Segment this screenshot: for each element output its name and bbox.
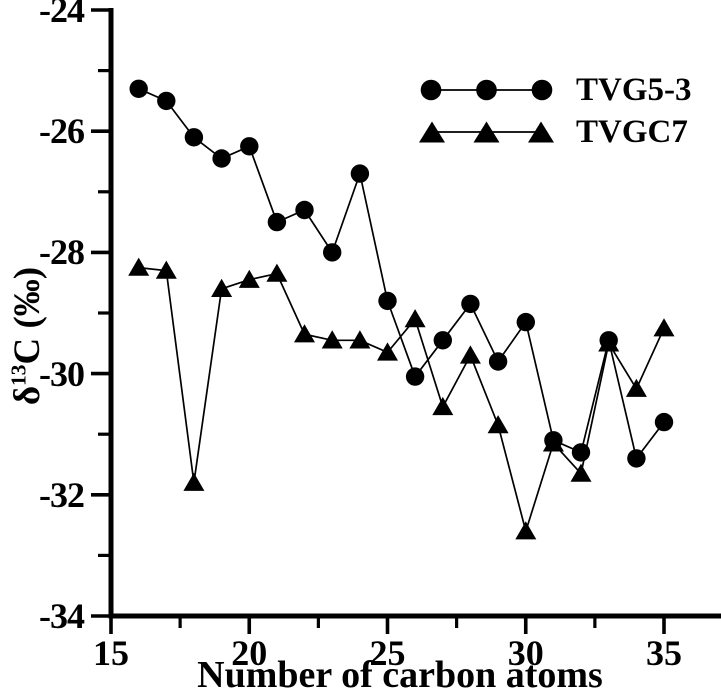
data-point-triangle xyxy=(294,324,315,343)
data-point-circle xyxy=(129,79,148,99)
data-point-triangle xyxy=(266,263,288,282)
legend-label: TVGC7 xyxy=(576,114,688,150)
data-point-circle xyxy=(378,291,397,311)
data-point-circle xyxy=(240,137,259,156)
y-tick-label: -28 xyxy=(39,232,85,273)
data-point-triangle xyxy=(625,378,647,397)
x-tick-label: 15 xyxy=(93,633,129,673)
data-point-triangle xyxy=(349,330,371,349)
data-point-circle xyxy=(405,367,425,386)
x-axis-title: Number of carbon atoms xyxy=(197,654,603,693)
data-point-circle xyxy=(433,331,452,350)
data-point-triangle xyxy=(404,309,426,328)
data-point-circle xyxy=(295,200,314,220)
data-point-triangle xyxy=(432,396,454,416)
data-point-triangle xyxy=(321,330,343,349)
data-point-circle xyxy=(627,449,646,468)
y-tick-label: -24 xyxy=(39,0,85,30)
legend-item-tvg5-3: TVG5-3 xyxy=(419,69,692,111)
data-point-circle xyxy=(461,294,480,314)
data-point-circle xyxy=(599,331,618,350)
y-tick-label: -32 xyxy=(39,474,85,515)
data-point-circle xyxy=(571,443,591,462)
data-point-circle xyxy=(516,312,535,332)
data-point-circle xyxy=(157,91,176,111)
data-point-triangle xyxy=(128,257,150,276)
data-point-circle xyxy=(212,149,231,168)
legend-triangle-line-icon xyxy=(419,121,554,143)
y-tick-label: -26 xyxy=(39,111,85,152)
data-point-triangle xyxy=(459,345,481,364)
y-axis-title-rest: C (‰) xyxy=(7,266,48,365)
x-tick-label: 35 xyxy=(646,633,682,673)
data-point-triangle xyxy=(377,342,398,361)
data-point-triangle xyxy=(570,463,592,482)
y-tick-label: -30 xyxy=(39,353,85,394)
legend-label: TVG5-3 xyxy=(576,72,692,108)
data-point-triangle xyxy=(238,269,260,288)
x-tick-label: 20 xyxy=(231,633,268,673)
data-point-triangle xyxy=(487,415,509,434)
data-point-triangle xyxy=(211,278,233,297)
y-axis-title: δ13C (‰) xyxy=(2,186,54,486)
data-point-circle xyxy=(488,352,508,371)
legend-item-tvgc7: TVGC7 xyxy=(419,111,692,153)
data-point-circle xyxy=(654,412,674,432)
data-point-triangle xyxy=(183,472,205,491)
y-tick-label: -34 xyxy=(39,596,85,636)
data-point-circle xyxy=(350,164,370,183)
series-line-tvgc7 xyxy=(138,266,665,535)
x-tick-label: 30 xyxy=(507,633,544,673)
legend-circle-line-icon xyxy=(420,79,553,101)
data-point-circle xyxy=(323,243,342,262)
data-point-triangle xyxy=(515,521,537,540)
legend: TVG5-3 TVGC7 xyxy=(419,69,692,153)
data-point-circle xyxy=(544,431,563,450)
data-point-triangle xyxy=(155,260,177,279)
data-point-circle xyxy=(184,128,204,147)
x-tick-label: 25 xyxy=(369,633,406,673)
data-point-circle xyxy=(267,212,287,232)
data-point-triangle xyxy=(653,318,675,337)
